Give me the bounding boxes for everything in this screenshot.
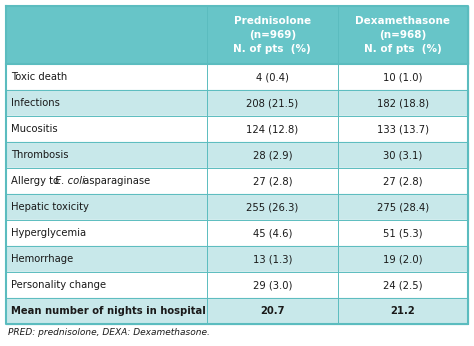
Text: 124 (12.8): 124 (12.8) xyxy=(246,124,299,134)
Text: Mean number of nights in hospital: Mean number of nights in hospital xyxy=(11,306,206,316)
Text: 27 (2.8): 27 (2.8) xyxy=(253,176,292,186)
Text: 29 (3.0): 29 (3.0) xyxy=(253,280,292,290)
Text: 4 (0.4): 4 (0.4) xyxy=(256,72,289,82)
Text: Dexamethasone
(n=968)
N. of pts  (%): Dexamethasone (n=968) N. of pts (%) xyxy=(356,16,450,54)
Text: Allergy to: Allergy to xyxy=(11,176,62,186)
Text: Prednisolone
(n=969)
N. of pts  (%): Prednisolone (n=969) N. of pts (%) xyxy=(234,16,311,54)
Bar xyxy=(6,116,468,142)
Text: Toxic death: Toxic death xyxy=(11,72,67,82)
Text: 20.7: 20.7 xyxy=(260,306,284,316)
Text: PRED: prednisolone, DEXA: Dexamethasone.: PRED: prednisolone, DEXA: Dexamethasone. xyxy=(8,328,210,337)
Text: 51 (5.3): 51 (5.3) xyxy=(383,228,423,238)
Text: 275 (28.4): 275 (28.4) xyxy=(377,202,429,212)
Text: 45 (4.6): 45 (4.6) xyxy=(253,228,292,238)
Text: Personality change: Personality change xyxy=(11,280,106,290)
Text: asparaginase: asparaginase xyxy=(80,176,150,186)
Text: 133 (13.7): 133 (13.7) xyxy=(377,124,429,134)
Text: Infections: Infections xyxy=(11,98,60,108)
Text: 27 (2.8): 27 (2.8) xyxy=(383,176,423,186)
Bar xyxy=(6,272,468,298)
Bar xyxy=(6,298,468,324)
Text: 10 (1.0): 10 (1.0) xyxy=(383,72,422,82)
Text: Allergy to ​E. coli​ asparaginase: Allergy to ​E. coli​ asparaginase xyxy=(11,176,162,186)
Text: Thrombosis: Thrombosis xyxy=(11,150,69,160)
Bar xyxy=(6,90,468,116)
Bar xyxy=(6,168,468,194)
Bar xyxy=(6,6,468,64)
Text: 255 (26.3): 255 (26.3) xyxy=(246,202,299,212)
Bar xyxy=(6,246,468,272)
Text: 13 (1.3): 13 (1.3) xyxy=(253,254,292,264)
Text: Mucositis: Mucositis xyxy=(11,124,58,134)
Bar xyxy=(6,220,468,246)
Text: 28 (2.9): 28 (2.9) xyxy=(253,150,292,160)
Text: E. coli: E. coli xyxy=(55,176,85,186)
Text: 30 (3.1): 30 (3.1) xyxy=(383,150,422,160)
Text: Hepatic toxicity: Hepatic toxicity xyxy=(11,202,89,212)
Text: 19 (2.0): 19 (2.0) xyxy=(383,254,423,264)
Text: 182 (18.8): 182 (18.8) xyxy=(377,98,429,108)
Bar xyxy=(6,64,468,90)
Bar xyxy=(6,142,468,168)
Text: 208 (21.5): 208 (21.5) xyxy=(246,98,299,108)
Bar xyxy=(6,194,468,220)
Text: 24 (2.5): 24 (2.5) xyxy=(383,280,423,290)
Text: 21.2: 21.2 xyxy=(391,306,415,316)
Text: Hemorrhage: Hemorrhage xyxy=(11,254,73,264)
Text: Hyperglycemia: Hyperglycemia xyxy=(11,228,86,238)
